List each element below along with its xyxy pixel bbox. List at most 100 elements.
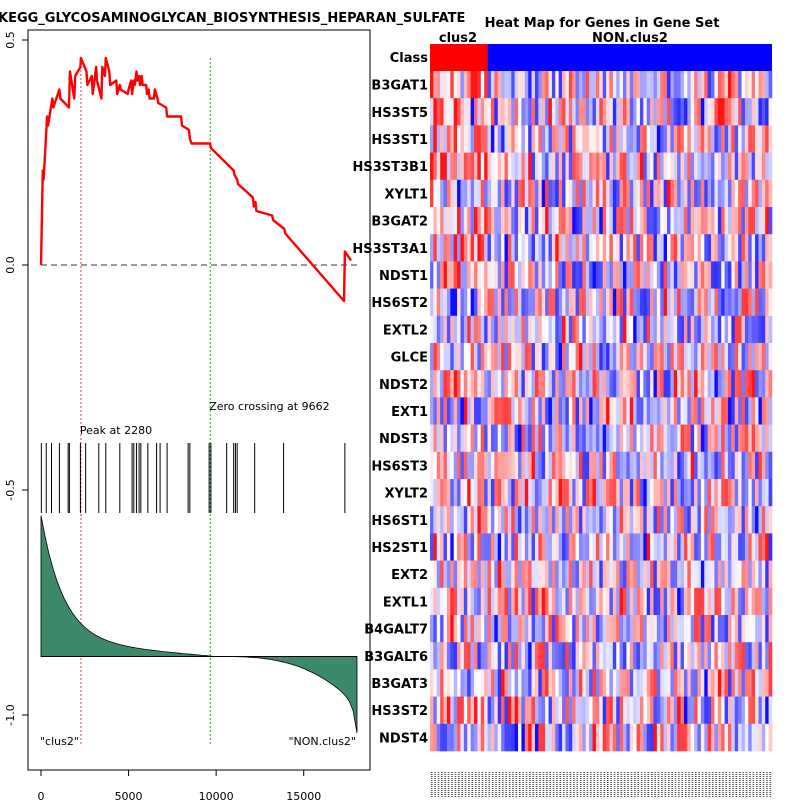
heatmap-cell bbox=[484, 615, 488, 643]
heatmap-cell bbox=[538, 261, 543, 289]
heatmap-cell bbox=[694, 343, 698, 371]
heatmap-cell bbox=[531, 234, 536, 262]
heatmap-cell bbox=[497, 397, 502, 425]
heatmap-cell bbox=[714, 533, 719, 561]
heatmap-cell bbox=[734, 315, 739, 344]
heatmap-cell bbox=[670, 152, 675, 181]
heatmap-cell bbox=[751, 587, 756, 616]
heatmap-cell bbox=[538, 125, 543, 153]
heatmap-cell bbox=[528, 560, 532, 589]
heatmap-cell bbox=[677, 343, 681, 371]
heatmap-cell bbox=[443, 125, 448, 153]
heatmap-cell bbox=[558, 533, 563, 561]
heatmap-cell bbox=[639, 669, 644, 697]
heatmap-cell bbox=[430, 533, 434, 561]
heatmap-cell bbox=[484, 179, 488, 208]
heatmap-cell bbox=[477, 261, 482, 289]
gene-label: NDST3 bbox=[379, 432, 428, 447]
heatmap-cell bbox=[551, 370, 556, 398]
heatmap-cell bbox=[504, 343, 509, 371]
heatmap-cell bbox=[660, 207, 664, 235]
heatmap-cell bbox=[626, 696, 631, 725]
heatmap-cell bbox=[619, 370, 624, 398]
heatmap-cell bbox=[616, 343, 620, 371]
heatmap-cell bbox=[656, 288, 661, 317]
heatmap-cell bbox=[511, 696, 515, 725]
heatmap-cell bbox=[633, 98, 637, 126]
heatmap-cell bbox=[568, 343, 573, 371]
heatmap-cell bbox=[582, 315, 587, 344]
heatmap-cell bbox=[734, 642, 739, 670]
group-label-clus2: clus2 bbox=[439, 31, 477, 46]
heatmap-cell bbox=[616, 370, 620, 398]
heatmap-cell bbox=[551, 343, 556, 371]
heatmap-cell bbox=[504, 615, 509, 643]
heatmap-cell bbox=[673, 642, 678, 670]
heatmap-cell bbox=[765, 696, 769, 725]
heatmap-cell bbox=[440, 587, 444, 616]
heatmap-cell bbox=[528, 397, 532, 425]
heatmap-cell bbox=[680, 315, 685, 344]
heatmap-cell bbox=[623, 152, 627, 181]
heatmap-cell bbox=[677, 288, 681, 317]
heatmap-cell bbox=[650, 261, 654, 289]
heatmap-cell bbox=[518, 615, 522, 643]
heatmap-cell bbox=[501, 288, 505, 317]
heatmap-cell bbox=[761, 315, 766, 344]
heatmap-cell bbox=[518, 261, 522, 289]
heatmap-cell bbox=[738, 152, 742, 181]
heatmap-cell bbox=[711, 152, 715, 181]
heatmap-cell bbox=[748, 261, 752, 289]
heatmap-cell bbox=[555, 179, 559, 208]
heatmap-cell bbox=[758, 152, 763, 181]
heatmap-cell bbox=[663, 696, 668, 725]
heatmap-cell bbox=[585, 288, 590, 317]
heatmap-cell bbox=[683, 506, 688, 534]
heatmap-cell bbox=[660, 98, 664, 126]
heatmap-cell bbox=[602, 71, 607, 99]
heatmap-cell bbox=[463, 179, 468, 208]
heatmap-cell bbox=[755, 479, 759, 507]
heatmap-cell bbox=[690, 696, 695, 725]
heatmap-cell bbox=[751, 71, 756, 99]
heatmap-cell bbox=[714, 152, 719, 181]
heatmap-cell bbox=[619, 669, 624, 697]
heatmap-cell bbox=[606, 288, 610, 317]
heatmap-cell bbox=[480, 587, 485, 616]
heatmap-cell bbox=[744, 370, 749, 398]
heatmap-cell bbox=[619, 723, 624, 752]
heatmap-cell bbox=[457, 370, 461, 398]
heatmap-cell bbox=[643, 397, 648, 425]
heatmap-cell bbox=[589, 560, 593, 589]
heatmap-cell bbox=[606, 71, 610, 99]
heatmap-cell bbox=[731, 370, 736, 398]
heatmap-cell bbox=[660, 125, 664, 153]
heatmap-cell bbox=[656, 315, 661, 344]
heatmap-cell bbox=[504, 71, 509, 99]
heatmap-cell bbox=[650, 723, 654, 752]
heatmap-cell bbox=[650, 533, 654, 561]
heatmap-cell bbox=[711, 587, 715, 616]
heatmap-cell bbox=[531, 669, 536, 697]
heatmap-cell bbox=[643, 207, 648, 235]
heatmap-cell bbox=[680, 642, 685, 670]
heatmap-cell bbox=[595, 98, 600, 126]
heatmap-cell bbox=[683, 397, 688, 425]
heatmap-cell bbox=[663, 370, 668, 398]
heatmap-cell bbox=[660, 152, 664, 181]
heatmap-cell bbox=[636, 179, 641, 208]
heatmap-title: Heat Map for Genes in Gene Set bbox=[485, 16, 720, 31]
heatmap-cell bbox=[507, 315, 512, 344]
heatmap-cell bbox=[626, 560, 631, 589]
heatmap-cell bbox=[748, 560, 752, 589]
heatmap-cell bbox=[650, 207, 654, 235]
heatmap-cell bbox=[589, 261, 593, 289]
heatmap-cell bbox=[667, 615, 671, 643]
heatmap-cell bbox=[490, 179, 495, 208]
heatmap-cell bbox=[430, 479, 434, 507]
heatmap-cell bbox=[446, 696, 451, 725]
heatmap-cell bbox=[511, 506, 515, 534]
heatmap-cell bbox=[765, 315, 769, 344]
heatmap-cell bbox=[690, 179, 695, 208]
heatmap-cell bbox=[724, 125, 729, 153]
